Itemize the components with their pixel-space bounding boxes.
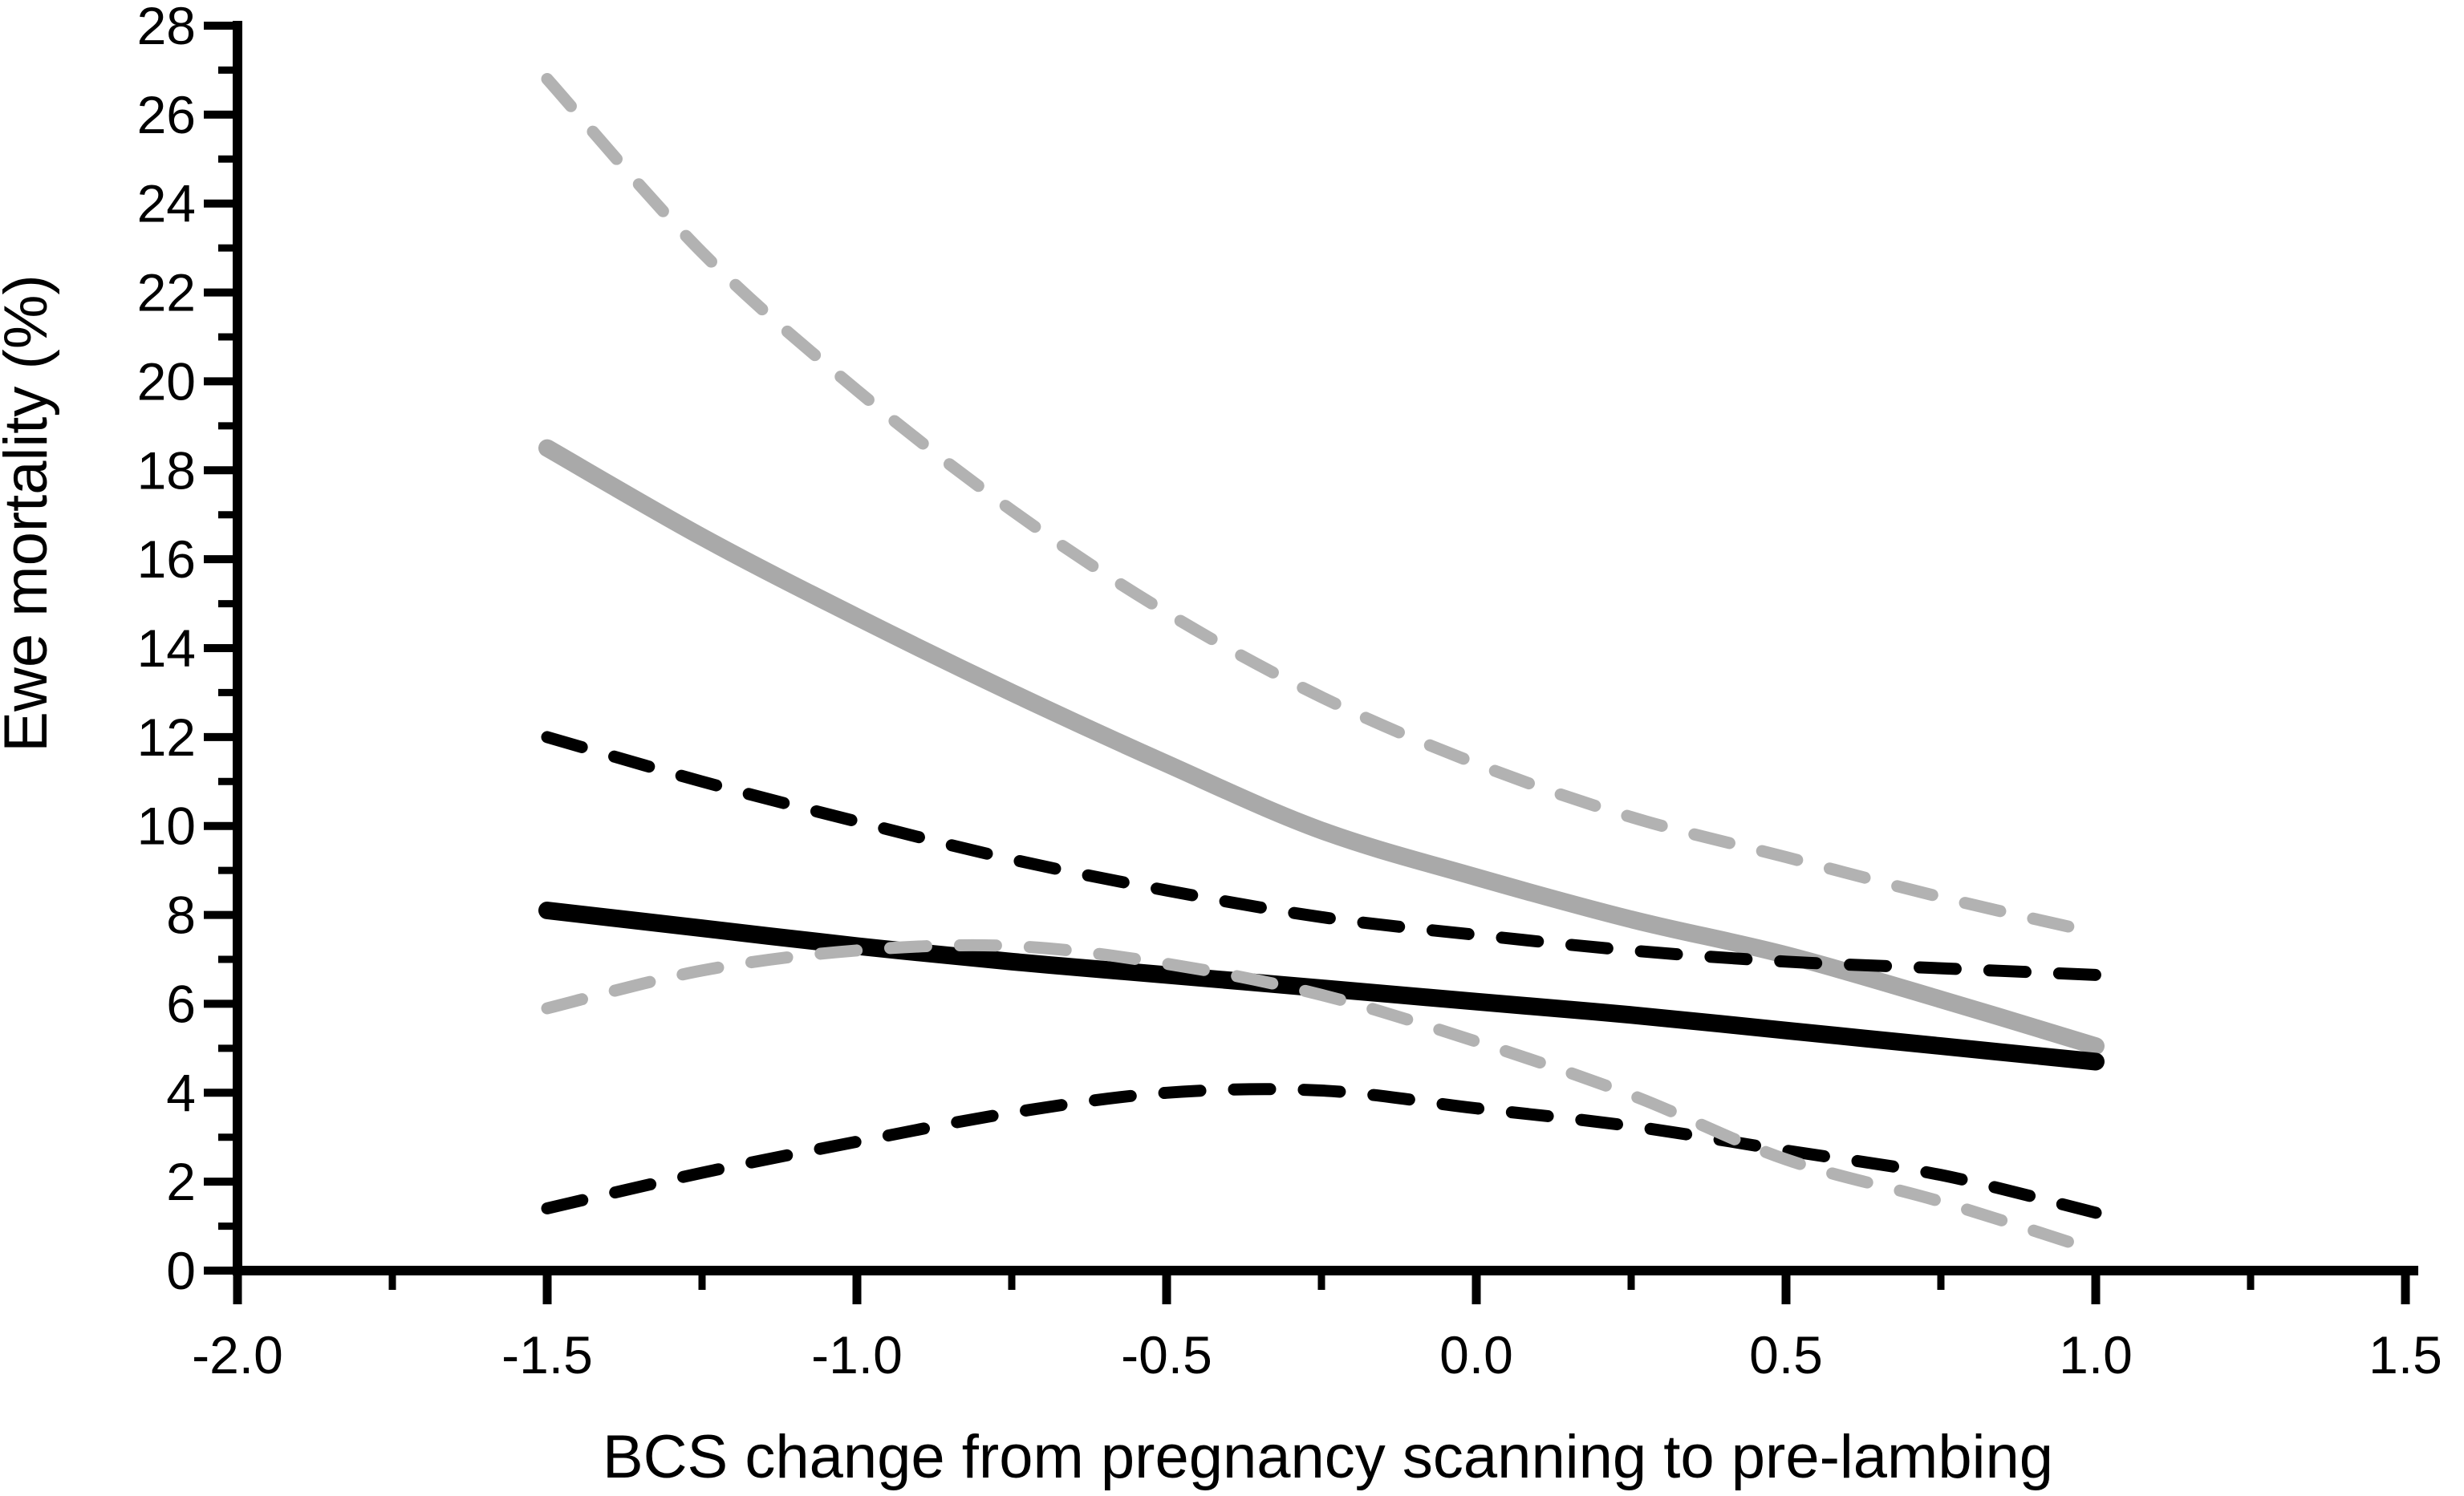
x-tick-label: 1.0 bbox=[2059, 1325, 2133, 1385]
y-tick-label: 14 bbox=[137, 618, 196, 678]
y-tick-label: 28 bbox=[137, 0, 196, 55]
y-tick-label: 0 bbox=[166, 1241, 196, 1300]
x-tick-label: -2.0 bbox=[192, 1325, 283, 1385]
gray-solid-predicted-line bbox=[538, 439, 2105, 1056]
y-tick-label: 2 bbox=[166, 1152, 196, 1211]
x-axis-title: BCS change from pregnancy scanning to pr… bbox=[603, 1423, 2053, 1491]
y-tick-label: 24 bbox=[137, 174, 196, 233]
y-tick-label: 20 bbox=[137, 351, 196, 411]
y-tick-label: 16 bbox=[137, 529, 196, 589]
x-tick-label: -1.5 bbox=[501, 1325, 593, 1385]
x-tick-label: 1.5 bbox=[2369, 1325, 2442, 1385]
y-tick-label: 10 bbox=[137, 797, 196, 856]
x-tick-label: -1.0 bbox=[811, 1325, 903, 1385]
y-tick-label: 6 bbox=[166, 974, 196, 1033]
y-tick-label: 26 bbox=[137, 85, 196, 144]
y-tick-label: 4 bbox=[166, 1063, 196, 1122]
x-tick-label: -0.5 bbox=[1121, 1325, 1212, 1385]
gray-dashed-lower-ci-line bbox=[541, 939, 2102, 1257]
y-axis-title: Ewe mortality (%) bbox=[0, 274, 60, 752]
y-tick-label: 22 bbox=[137, 263, 196, 322]
y-tick-label: 12 bbox=[137, 707, 196, 767]
x-tick-label: 0.5 bbox=[1749, 1325, 1823, 1385]
black-dashed-upper-ci-line bbox=[541, 731, 2102, 981]
black-dashed-lower-ci-line bbox=[541, 1083, 2102, 1219]
y-tick-label: 8 bbox=[166, 886, 196, 945]
data-series bbox=[538, 73, 2105, 1257]
y-tick-label: 18 bbox=[137, 440, 196, 500]
black-solid-predicted-line bbox=[538, 902, 2105, 1071]
x-tick-label: 0.0 bbox=[1439, 1325, 1513, 1385]
